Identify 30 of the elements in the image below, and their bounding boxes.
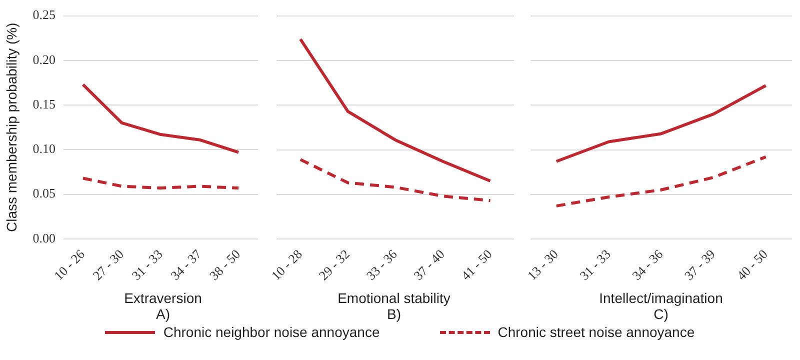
x-tick-label: 33 - 36 bbox=[363, 246, 400, 284]
y-tick-label: 0.00 bbox=[32, 230, 56, 246]
x-tick-label: 31 - 33 bbox=[576, 246, 614, 284]
x-tick-label: 10 - 26 bbox=[50, 246, 88, 284]
legend-label: Chronic neighbor noise annoyance bbox=[163, 324, 380, 340]
x-tick-label: 10 - 28 bbox=[268, 246, 305, 284]
x-tick-label: 27 - 30 bbox=[90, 246, 126, 284]
x-tick-label: 13 - 30 bbox=[524, 246, 561, 284]
text: A) bbox=[155, 306, 170, 322]
text: C) bbox=[654, 306, 668, 322]
y-tick-label: 0.10 bbox=[32, 141, 56, 156]
y-axis-title: Class membership probability (%) bbox=[3, 22, 20, 232]
x-axis-title: Intellect/imagination bbox=[599, 290, 723, 306]
legend-label: Chronic street noise annoyance bbox=[498, 324, 695, 340]
text: B) bbox=[387, 306, 401, 322]
x-axis-title: Emotional stability bbox=[338, 290, 450, 306]
x-tick-label: 29 - 32 bbox=[316, 246, 352, 284]
x-tick-label: 37 - 40 bbox=[410, 246, 448, 284]
x-axis-title: Extraversion bbox=[123, 290, 202, 306]
x-tick-label: 40 - 50 bbox=[734, 246, 770, 284]
y-tick-label: 0.05 bbox=[32, 186, 56, 201]
x-tick-label: 37 - 39 bbox=[681, 246, 718, 284]
x-tick-label: 41 - 50 bbox=[458, 246, 495, 284]
y-tick-label: 0.25 bbox=[32, 7, 56, 22]
x-tick-label: 34 - 37 bbox=[168, 246, 205, 284]
y-tick-label: 0.20 bbox=[32, 52, 56, 67]
x-tick-label: 38 - 50 bbox=[206, 246, 244, 284]
y-tick-label: 0.15 bbox=[32, 96, 56, 112]
x-tick-label: 31 - 33 bbox=[128, 246, 166, 284]
x-tick-label: 34 - 36 bbox=[629, 246, 666, 284]
